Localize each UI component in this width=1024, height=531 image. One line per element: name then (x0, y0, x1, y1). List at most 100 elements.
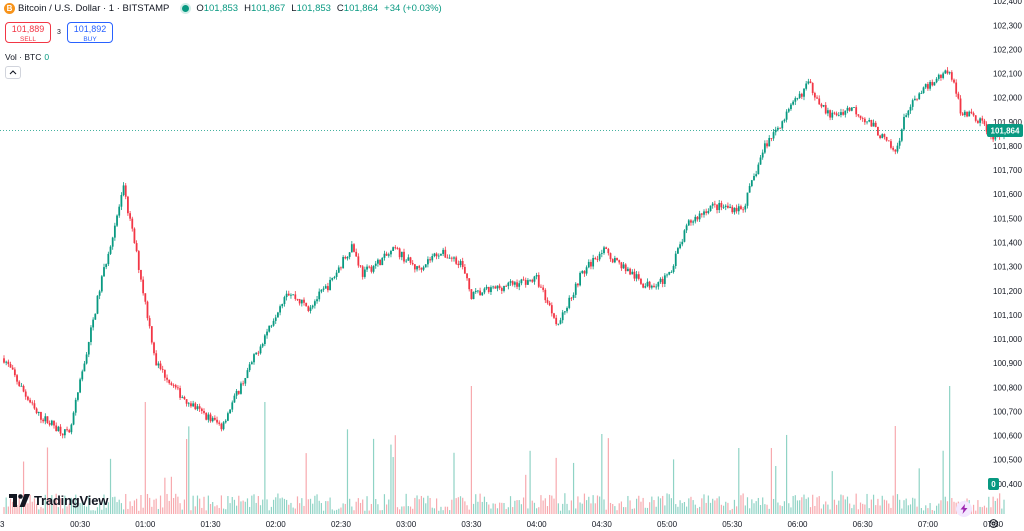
candle-body (287, 293, 290, 296)
volume-bar (492, 503, 494, 514)
candle-body (283, 297, 286, 305)
candle-body (55, 425, 58, 432)
volume-bar (529, 450, 531, 514)
candle-body (768, 138, 771, 147)
volume-legend[interactable]: Vol · BTC 0 (5, 52, 49, 62)
candle-body (53, 420, 55, 426)
volume-bar (433, 508, 436, 514)
candle-body (650, 285, 653, 288)
candle-body (742, 209, 745, 211)
candle-body (642, 283, 645, 288)
volume-bar (827, 504, 829, 514)
candle-body (779, 127, 781, 129)
volume-bar (27, 503, 29, 514)
candle-body (570, 297, 573, 299)
candle-body (231, 402, 234, 410)
volume-bar (979, 506, 981, 514)
volume-bar (146, 493, 149, 514)
candle-body (500, 288, 503, 291)
collapse-legend-button[interactable] (5, 66, 21, 79)
volume-bar (705, 502, 707, 514)
candle-body (922, 87, 925, 94)
candle-body (27, 396, 29, 400)
volume-bar (355, 501, 357, 514)
candle-body (874, 122, 877, 127)
flash-button[interactable] (956, 501, 972, 517)
candle-body (735, 207, 738, 212)
candle-body (872, 122, 875, 127)
candle-body (350, 244, 353, 253)
candle-body (133, 228, 136, 244)
volume-bar (329, 497, 331, 514)
volume-bar (136, 498, 138, 514)
volume-bar (818, 496, 820, 514)
candle-body (879, 135, 881, 138)
candle-body (466, 273, 468, 279)
candle-body (372, 265, 375, 272)
volume-bar (946, 501, 949, 514)
volume-bar (659, 498, 662, 514)
volume-bar (712, 498, 714, 514)
candle-body (774, 129, 777, 133)
candle-body (948, 72, 951, 74)
candle-body (96, 295, 99, 314)
volume-bar (470, 386, 472, 514)
candle-body (787, 109, 790, 112)
tradingview-logo[interactable]: TradingView (9, 493, 108, 508)
candle-body (740, 206, 742, 210)
time-axis[interactable] (0, 514, 1024, 531)
gear-icon[interactable] (988, 518, 999, 529)
candle-body (746, 192, 749, 206)
volume-bar (883, 499, 886, 514)
candle-body (868, 120, 871, 122)
volume-bar (238, 495, 240, 514)
candle-body (966, 111, 968, 117)
volume-bar (666, 493, 668, 514)
candle-body (931, 81, 934, 86)
volume-bar (12, 501, 14, 514)
market-status-dot[interactable] (182, 5, 190, 12)
candle-body (755, 174, 758, 177)
candle-body (340, 267, 342, 269)
volume-bar (81, 501, 83, 514)
volume-bar (986, 507, 988, 514)
volume-bar (786, 434, 788, 514)
volume-bar (477, 501, 479, 514)
volume-bar (186, 438, 188, 514)
volume-bar (309, 498, 312, 514)
candle-body (387, 254, 390, 256)
volume-bar (792, 496, 794, 514)
candle-body (457, 263, 460, 266)
buy-button[interactable]: 101,892 BUY (67, 22, 113, 43)
candle-body (940, 74, 942, 78)
candle-body (48, 423, 51, 425)
volume-bar (112, 497, 114, 514)
volume-bar (183, 499, 186, 514)
volume-bar (118, 499, 120, 514)
candle-body (616, 257, 618, 261)
volume-bar (422, 497, 425, 514)
volume-bar (194, 506, 196, 514)
candle-body (113, 225, 116, 238)
symbol-title[interactable]: Bitcoin / U.S. Dollar · 1 · BITSTAMP (18, 3, 170, 14)
candle-body (474, 290, 477, 293)
sell-button[interactable]: 101,889 SELL (5, 22, 51, 43)
candle-body (581, 271, 584, 273)
candle-body (685, 225, 688, 231)
candle-body (981, 118, 984, 121)
volume-bar (464, 501, 466, 514)
candle-body (848, 107, 851, 111)
volume-bar (781, 506, 783, 514)
volume-bar (940, 500, 942, 514)
candle-body (566, 307, 568, 312)
candle-body (766, 143, 768, 147)
volume-bar (86, 506, 88, 514)
volume-bar (170, 476, 172, 514)
volume-bar (553, 498, 555, 514)
candle-body (809, 81, 812, 83)
volume-bar (725, 501, 727, 514)
y-tick-label: 101,000 (993, 335, 1022, 344)
candle-body (707, 211, 710, 214)
volume-bar (88, 496, 90, 514)
